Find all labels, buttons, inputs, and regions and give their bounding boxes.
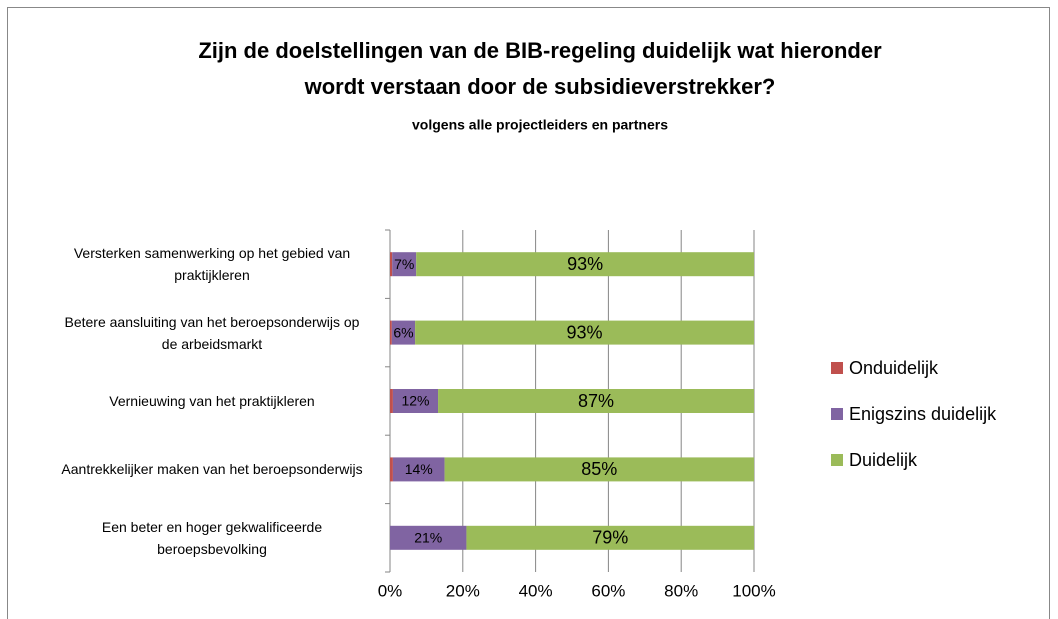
data-label: 12%	[401, 393, 429, 409]
chart-subtitle: volgens alle projectleiders en partners	[412, 117, 668, 133]
chart-border	[7, 7, 1050, 619]
legend-swatch	[831, 408, 843, 420]
y-tick-label: Versterken samenwerking op het gebied va…	[73, 245, 351, 284]
bar-segment	[392, 389, 439, 413]
data-label: 93%	[567, 322, 603, 342]
bar-segment	[415, 320, 754, 345]
x-tick-label: 100%	[732, 581, 775, 600]
bar-segment	[444, 457, 754, 482]
bar-segment	[391, 320, 416, 345]
bar-segment	[416, 252, 754, 277]
y-tick-label: Betere aansluiting van het beroepsonderw…	[64, 313, 360, 352]
x-tick-label: 0%	[378, 581, 403, 600]
y-tick-label: Vernieuwing van het praktijkleren	[109, 393, 315, 409]
data-label: 93%	[567, 254, 603, 274]
x-tick-label: 40%	[519, 581, 553, 600]
bar-segment	[392, 457, 445, 482]
bar-segment	[466, 525, 754, 550]
x-tick-label: 60%	[591, 581, 625, 600]
x-tick-label: 80%	[664, 581, 698, 600]
bar-segment	[392, 252, 417, 277]
y-tick-label: Een beter en hoger gekwalificeerde beroe…	[101, 518, 323, 557]
data-label: 79%	[592, 528, 628, 548]
x-tick-label: 20%	[446, 581, 480, 600]
legend-label: Onduidelijk	[849, 358, 939, 378]
data-label: 85%	[581, 459, 617, 479]
legend-label: Enigszins duidelijk	[849, 404, 997, 424]
data-label: 21%	[414, 530, 442, 546]
bar-segment	[390, 320, 392, 345]
bar-segment	[390, 252, 393, 277]
data-label: 6%	[393, 324, 413, 340]
bar-segment	[390, 457, 393, 482]
legend-swatch	[831, 454, 843, 466]
y-tick-label: Aantrekkelijker maken van het beroepsond…	[61, 461, 363, 478]
legend-swatch	[831, 362, 843, 374]
data-label: 7%	[394, 256, 414, 272]
bar-segment	[438, 389, 754, 413]
data-label: 14%	[405, 461, 433, 477]
bar-segment	[390, 525, 467, 550]
legend-label: Duidelijk	[849, 450, 918, 470]
bar-segment	[390, 389, 393, 413]
chart-title: Zijn de doelstellingen van de BIB-regeli…	[198, 38, 882, 99]
data-label: 87%	[578, 391, 614, 411]
